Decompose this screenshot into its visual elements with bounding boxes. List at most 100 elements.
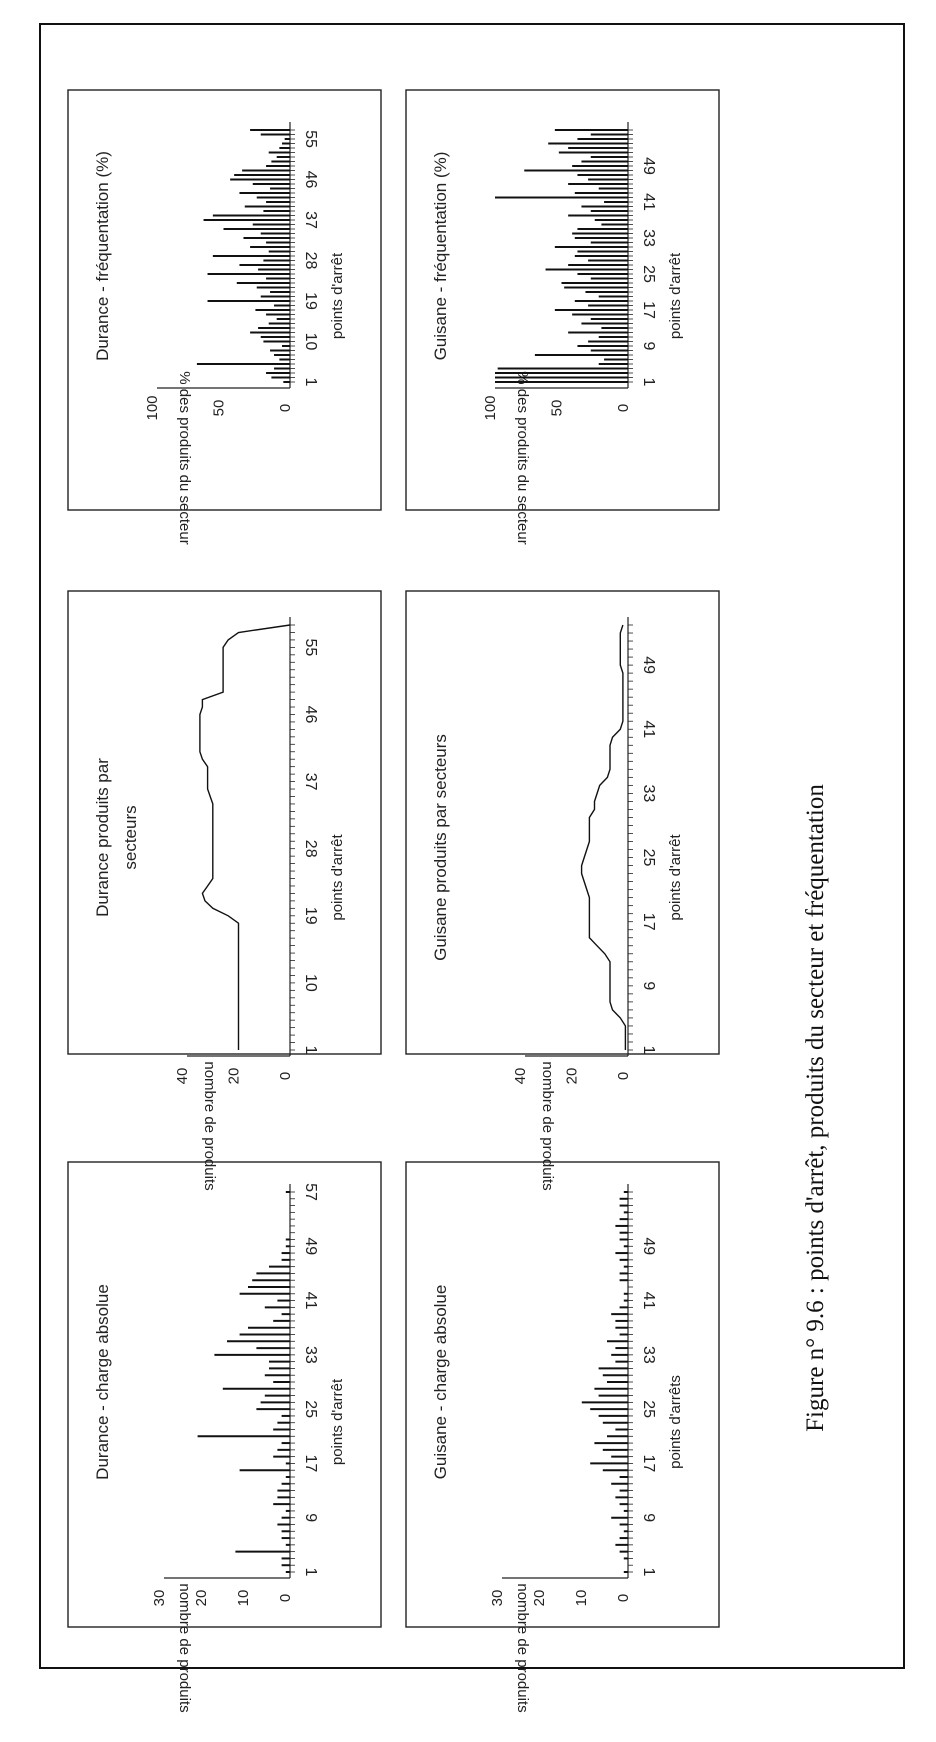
x-tick-label: 49: [640, 157, 657, 175]
x-tick-label: 9: [640, 981, 657, 990]
chart-title: Guisane - fréquentation (%): [431, 152, 450, 361]
y-tick-label: 100: [144, 395, 161, 420]
y-tick-label: 50: [211, 400, 228, 417]
x-axis-label: points d'arrêt: [667, 834, 684, 921]
y-tick-label: 20: [531, 1590, 548, 1607]
panel-guisane-frequentation: [405, 89, 720, 511]
x-tick-label: 57: [302, 1183, 319, 1201]
y-axis-label: nombre de produits: [201, 1061, 218, 1190]
y-tick-label: 20: [564, 1068, 581, 1085]
x-tick-label: 55: [302, 638, 319, 656]
x-axis-label: points d'arrêt: [667, 252, 684, 339]
y-tick-label: 20: [226, 1068, 243, 1085]
x-tick-label: 33: [640, 784, 657, 802]
x-tick-label: 25: [640, 849, 657, 867]
x-axis-label: points d'arrêt: [329, 1378, 346, 1465]
chart-title: Guisane - charge absolue: [431, 1285, 450, 1480]
chart-title-line2: secteurs: [121, 805, 140, 869]
outer-frame: [39, 23, 905, 1669]
panel-guisane-charge: [405, 1161, 720, 1628]
x-tick-label: 49: [302, 1237, 319, 1255]
y-tick-label: 30: [151, 1590, 168, 1607]
figure-caption: Figure n° 9.6 : points d'arrêt, produits…: [802, 784, 829, 1432]
x-tick-label: 10: [302, 333, 319, 351]
chart-title: Durance produits par: [93, 758, 112, 917]
y-tick-label: 0: [615, 1072, 632, 1080]
y-tick-label: 0: [615, 404, 632, 412]
x-tick-label: 17: [302, 1455, 319, 1473]
x-tick-label: 1: [640, 378, 657, 387]
y-tick-label: 20: [193, 1590, 210, 1607]
x-tick-label: 9: [640, 342, 657, 351]
y-tick-label: 0: [277, 1072, 294, 1080]
y-axis-label: % des produits du secteur: [514, 371, 531, 544]
x-tick-label: 17: [640, 301, 657, 319]
panel-durance-produits: [67, 590, 382, 1055]
chart-title: Durance - charge absolue: [93, 1284, 112, 1480]
y-tick-label: 40: [512, 1068, 529, 1085]
x-tick-label: 19: [302, 907, 319, 925]
x-tick-label: 1: [302, 1568, 319, 1577]
chart-4: Guisane produits par secteurs 40 20 0 1 9 17 25…: [431, 617, 684, 1191]
x-tick-label: 25: [640, 265, 657, 283]
x-tick-label: 28: [302, 252, 319, 270]
x-tick-label: 17: [640, 913, 657, 931]
chart-2: Durance - fréquentation (%) 100 50 0 1 10 19 28…: [93, 122, 346, 545]
chart-3: Guisane - charge absolue 30 20 10 0 1 9 17 25 33 4…: [431, 1184, 684, 1713]
series-line: [580, 624, 627, 1050]
x-tick-label: 49: [640, 656, 657, 674]
x-tick-label: 1: [640, 1568, 657, 1577]
y-tick-label: 0: [615, 1594, 632, 1602]
x-tick-label: 46: [302, 706, 319, 724]
chart-0: Durance - charge absolue 30 20 10 0 1 9 17 25 33 4…: [93, 1183, 346, 1713]
y-axis-label: nombre de produits: [176, 1583, 193, 1712]
x-tick-label: 41: [640, 193, 657, 211]
x-tick-label: 25: [302, 1400, 319, 1418]
x-tick-label: 1: [302, 378, 319, 387]
y-tick-label: 40: [174, 1068, 191, 1085]
x-tick-label: 9: [640, 1513, 657, 1522]
y-tick-label: 100: [482, 395, 499, 420]
chart-1: Durance produits par secteurs 40 20 0 1 10 19 28…: [93, 617, 346, 1191]
y-axis-label: nombre de produits: [514, 1583, 531, 1712]
x-axis-label: points d'arrêts: [667, 1375, 684, 1469]
panel-durance-frequentation: [67, 89, 382, 511]
y-tick-label: 10: [573, 1590, 590, 1607]
x-tick-label: 25: [640, 1400, 657, 1418]
y-axis-label: % des produits du secteur: [176, 371, 193, 544]
y-tick-label: 10: [235, 1590, 252, 1607]
x-tick-label: 1: [640, 1046, 657, 1055]
x-tick-label: 33: [640, 229, 657, 247]
x-tick-label: 41: [640, 720, 657, 738]
chart-5: Guisane - fréquentation (%) 100 50 0 1 9 17 25 3…: [431, 122, 684, 545]
x-axis-label: points d'arrêt: [329, 834, 346, 921]
x-axis-label: points d'arrêt: [329, 252, 346, 339]
panel-guisane-produits: [405, 590, 720, 1055]
y-axis-label: nombre de produits: [539, 1061, 556, 1190]
x-tick-label: 1: [302, 1046, 319, 1055]
x-tick-label: 10: [302, 974, 319, 992]
x-tick-label: 37: [302, 773, 319, 791]
x-tick-label: 33: [640, 1346, 657, 1364]
x-tick-label: 37: [302, 211, 319, 229]
y-tick-label: 50: [549, 400, 566, 417]
x-tick-label: 9: [302, 1513, 319, 1522]
x-tick-label: 46: [302, 171, 319, 189]
panel-durance-charge: [67, 1161, 382, 1628]
chart-title: Durance - fréquentation (%): [93, 151, 112, 361]
x-tick-label: 49: [640, 1237, 657, 1255]
y-tick-label: 0: [277, 404, 294, 412]
chart-title: Guisane produits par secteurs: [431, 734, 450, 961]
x-tick-label: 33: [302, 1346, 319, 1364]
x-tick-label: 55: [302, 130, 319, 148]
y-tick-label: 0: [277, 1594, 294, 1602]
y-tick-label: 30: [489, 1590, 506, 1607]
x-tick-label: 41: [302, 1292, 319, 1310]
x-tick-label: 17: [640, 1455, 657, 1473]
series-line: [199, 624, 291, 1050]
x-tick-label: 41: [640, 1292, 657, 1310]
x-tick-label: 28: [302, 840, 319, 858]
x-tick-label: 19: [302, 292, 319, 310]
